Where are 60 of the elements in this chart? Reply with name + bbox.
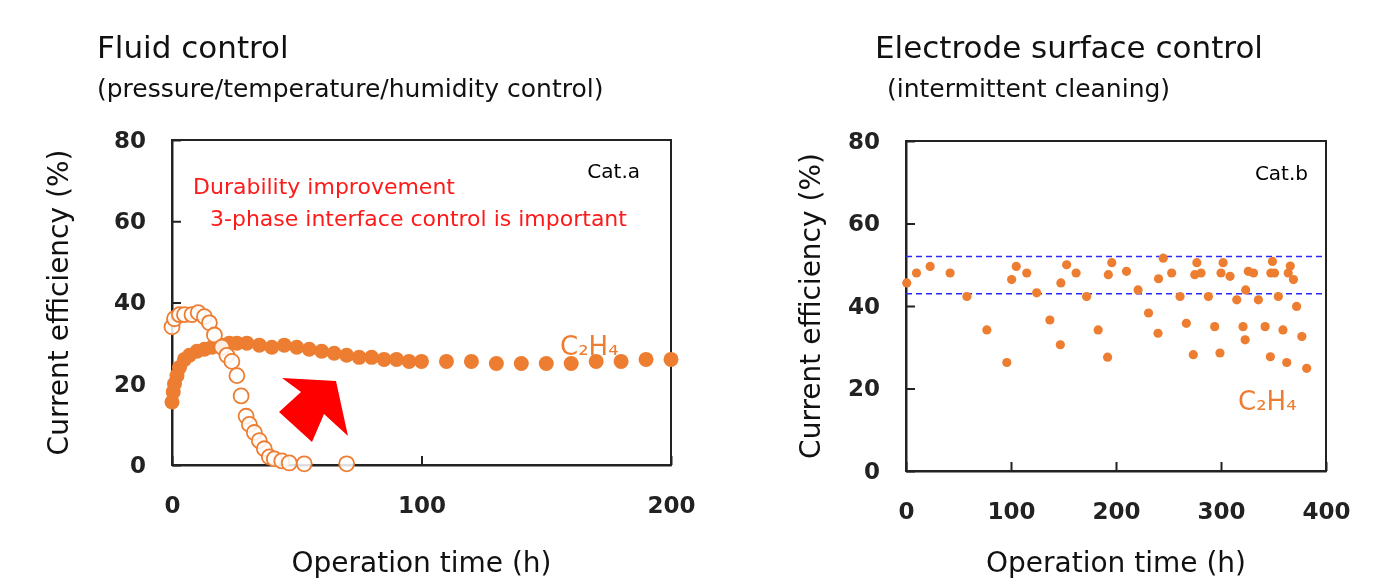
chart-subtitle: (intermittent cleaning) <box>887 74 1171 103</box>
y-tick-label: 60 <box>113 208 146 235</box>
point <box>513 355 529 371</box>
point <box>613 353 629 369</box>
point <box>314 343 330 359</box>
chart-title: Electrode surface control <box>875 29 1263 65</box>
x-tick-label: 0 <box>164 492 181 519</box>
point <box>232 387 250 405</box>
point <box>276 337 292 353</box>
point <box>364 349 380 365</box>
point <box>228 367 246 385</box>
point <box>663 351 679 367</box>
y-tick-label: 60 <box>847 210 880 237</box>
point <box>488 355 504 371</box>
x-tick-label: 400 <box>1302 498 1351 525</box>
y-tick-label: 40 <box>847 292 880 319</box>
x-tick-label: 100 <box>987 498 1036 525</box>
y-tick-label: 80 <box>113 126 146 153</box>
annotation: Cat.b <box>1254 161 1308 185</box>
point <box>463 353 479 369</box>
annotation: C₂H₄ <box>1238 386 1297 416</box>
annotation: Durability improvement <box>193 174 456 199</box>
point <box>251 337 267 353</box>
point <box>326 345 342 361</box>
y-tick-label: 20 <box>113 370 146 397</box>
point <box>338 455 356 473</box>
x-tick-label: 200 <box>1092 498 1141 525</box>
point <box>289 339 305 355</box>
y-tick-label: 20 <box>847 375 880 402</box>
point <box>414 353 429 369</box>
point <box>389 351 405 367</box>
point <box>239 335 255 351</box>
point <box>438 353 454 369</box>
x-axis-title: Operation time (h) <box>986 546 1246 579</box>
chart-title: Fluid control <box>97 29 289 65</box>
annotation: C₂H₄ <box>560 331 619 361</box>
y-tick-label: 0 <box>129 451 146 478</box>
y-tick-label: 0 <box>863 457 880 484</box>
y-axis-title: Current efficiency (%) <box>42 149 75 456</box>
point <box>223 353 241 370</box>
annotation: 3-phase interface control is important <box>210 206 628 231</box>
x-tick-label: 200 <box>647 492 696 519</box>
point <box>264 339 280 355</box>
point <box>563 355 579 371</box>
annotation: Cat.a <box>587 159 640 183</box>
y-axis-title: Current efficiency (%) <box>794 153 827 459</box>
chart-subtitle: (pressure/temperature/humidity control) <box>97 74 604 103</box>
point <box>339 347 355 363</box>
point <box>295 455 313 473</box>
point <box>206 326 223 344</box>
x-tick-label: 100 <box>397 492 447 519</box>
point <box>280 454 298 472</box>
x-tick-label: 300 <box>1197 498 1246 525</box>
point <box>538 355 554 371</box>
point <box>301 341 317 357</box>
x-axis-title: Operation time (h) <box>291 546 552 579</box>
x-tick-label: 0 <box>898 498 915 525</box>
point <box>638 351 654 367</box>
y-tick-label: 40 <box>113 289 146 316</box>
y-tick-label: 80 <box>847 127 880 154</box>
